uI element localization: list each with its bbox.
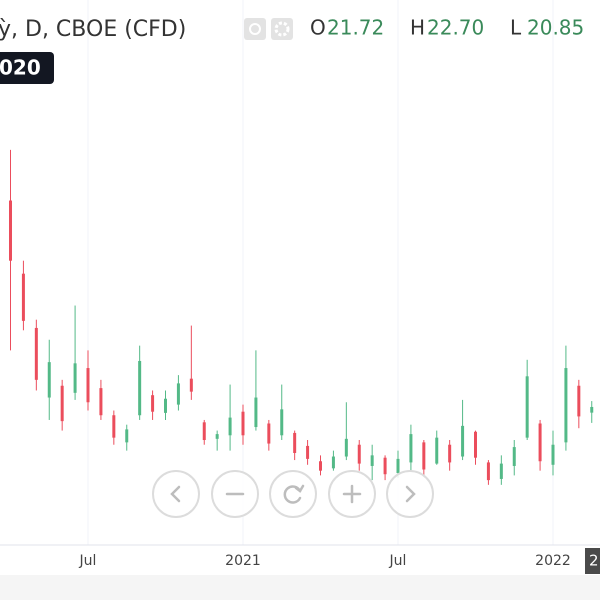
right-glyph: [405, 485, 416, 503]
ohlc-value: 20.85: [527, 16, 584, 40]
eye-icon[interactable]: [244, 18, 266, 40]
candle-body: [370, 455, 374, 466]
candle-body: [538, 423, 542, 462]
candle-body: [164, 398, 167, 413]
candle-body: [86, 368, 90, 403]
x-tick-label: Jul: [79, 553, 97, 569]
date-badge: [0, 52, 54, 84]
candle-body: [564, 368, 568, 443]
x-tick-label: 2022: [535, 553, 571, 569]
x-tick-label: 2021: [225, 553, 261, 569]
candle-body: [9, 200, 12, 261]
left-glyph: [170, 485, 181, 503]
candle-body: [125, 429, 129, 443]
chart-title: ỳ, D, CBOE (CFD): [0, 17, 186, 42]
candle-body: [409, 434, 413, 463]
candle-body: [344, 438, 348, 457]
candle-body: [254, 397, 258, 428]
candle-body: [267, 423, 271, 444]
candle-body: [241, 411, 245, 436]
crosshair-badge: [585, 548, 600, 574]
candle-body: [202, 422, 206, 441]
candle-body: [21, 273, 25, 321]
crosshair-label: 2: [589, 552, 599, 570]
candle-body: [319, 461, 322, 471]
bottom-strip: [0, 575, 600, 600]
candle-body: [73, 363, 77, 393]
candle-body: [435, 437, 439, 464]
candle-body: [486, 462, 490, 481]
candle-body: [590, 406, 594, 413]
ohlc-key: L: [510, 16, 522, 40]
eye-icon-glyph: [249, 23, 261, 35]
candle-body: [551, 444, 555, 465]
date-badge-label: 020: [0, 56, 41, 80]
ohlc-value: 22.70: [427, 16, 484, 40]
candle-body: [293, 432, 297, 453]
candle-body: [461, 425, 465, 457]
candle-body: [151, 395, 155, 412]
candle-body: [357, 444, 361, 464]
candle-body: [383, 457, 387, 475]
candle-body: [215, 434, 219, 439]
x-axis: Jul 2021 Jul 2022: [79, 553, 571, 569]
candle-body: [280, 409, 284, 436]
settings-icon[interactable]: [271, 18, 293, 40]
reset-arrow-glyph: [294, 484, 305, 493]
candle-body: [138, 360, 142, 416]
scroll-right-button[interactable]: [386, 470, 434, 518]
candle-body: [396, 458, 400, 474]
ohlc-legend: O 21.72 H 22.70 L 20.85: [310, 16, 584, 40]
x-axis-band: [0, 545, 600, 575]
candle-body: [448, 444, 452, 463]
candle-body: [228, 417, 232, 436]
candle-body: [47, 362, 51, 398]
candle-body: [189, 378, 193, 392]
x-tick-label: Jul: [389, 553, 407, 569]
settings-icon-glyph: [274, 21, 290, 37]
candle-body: [499, 463, 503, 479]
candle-body: [331, 456, 335, 469]
ohlc-key: O: [310, 16, 326, 40]
candle-body: [422, 442, 426, 470]
reset-button[interactable]: [269, 470, 317, 518]
candle-body: [34, 327, 38, 380]
candle-body: [577, 385, 581, 417]
candle-body: [176, 383, 180, 405]
candle-body: [525, 376, 529, 438]
nav-glyphs: [170, 484, 416, 504]
scroll-left-button[interactable]: [152, 470, 200, 518]
ohlc-value: 21.72: [327, 16, 384, 40]
candle-body: [60, 385, 64, 422]
candle-body: [99, 388, 103, 416]
candle-body: [306, 445, 310, 459]
candle-body: [112, 415, 116, 438]
candle-body: [474, 431, 477, 458]
ohlc-key: H: [410, 16, 425, 40]
candles: [9, 149, 594, 485]
candle-body: [512, 447, 516, 466]
